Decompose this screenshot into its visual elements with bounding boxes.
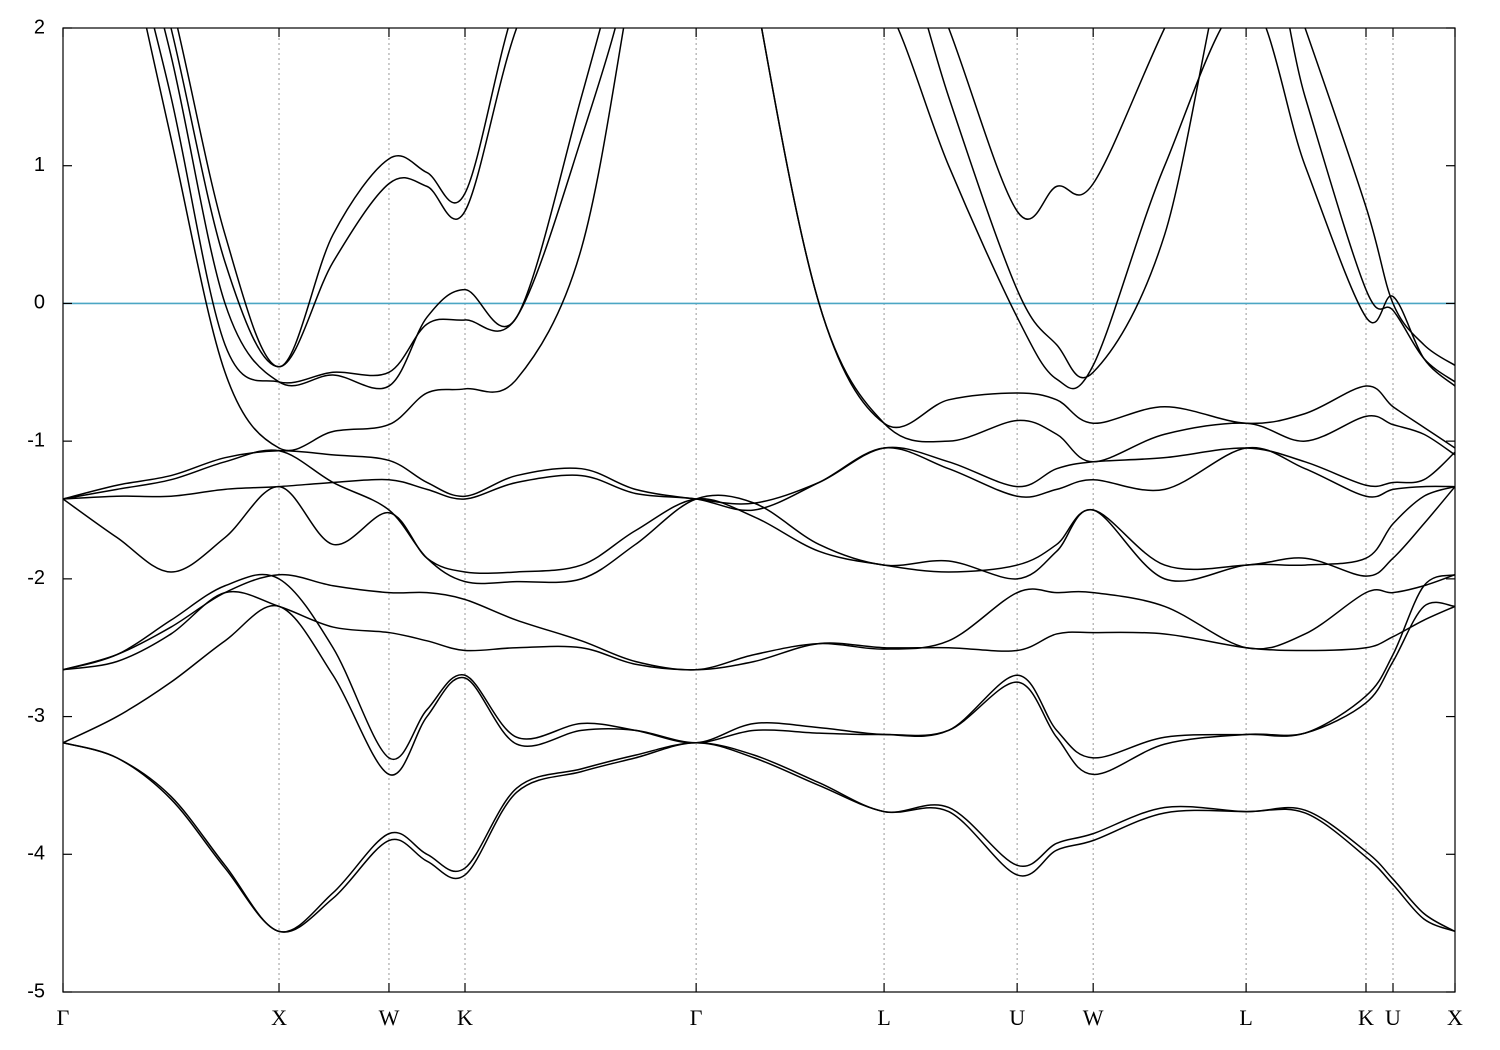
x-tick-label: L xyxy=(1239,1005,1252,1030)
band-line xyxy=(63,446,1455,512)
band-line xyxy=(145,28,1455,452)
x-tick-label: U xyxy=(1385,1005,1401,1030)
y-tick-label: 0 xyxy=(34,292,45,314)
x-tick-label: L xyxy=(877,1005,890,1030)
band-line xyxy=(63,741,1455,933)
y-tick-label: -2 xyxy=(27,567,45,589)
band-line xyxy=(63,573,1455,671)
x-tick-label: Γ xyxy=(690,1005,703,1030)
band-line xyxy=(63,573,1455,761)
band-line xyxy=(63,601,1455,776)
bands xyxy=(63,28,1455,933)
band-line xyxy=(63,446,1455,505)
band-line xyxy=(176,28,1455,368)
x-tick-label: X xyxy=(271,1005,287,1030)
x-tick-label: Γ xyxy=(57,1005,70,1030)
band-line xyxy=(63,449,1455,585)
y-tick-label: 1 xyxy=(34,154,45,176)
band-line xyxy=(63,485,1455,577)
band-line xyxy=(163,28,1455,390)
band-line xyxy=(63,590,1455,671)
x-tick-label: W xyxy=(379,1005,400,1030)
x-tick-label: X xyxy=(1447,1005,1463,1030)
x-tick-label: W xyxy=(1083,1005,1104,1030)
y-tick-label: 2 xyxy=(34,16,45,38)
y-tick-label: -3 xyxy=(27,705,45,727)
y-tick-label: -4 xyxy=(27,843,45,865)
y-tick-label: -5 xyxy=(27,980,45,1002)
y-tick-label: -1 xyxy=(27,429,45,451)
band-line xyxy=(170,28,1455,383)
band-line xyxy=(153,28,1455,463)
x-tick-label: K xyxy=(1358,1005,1374,1030)
plot-frame xyxy=(62,27,1456,993)
x-tick-label: U xyxy=(1009,1005,1025,1030)
x-tick-label: K xyxy=(457,1005,473,1030)
